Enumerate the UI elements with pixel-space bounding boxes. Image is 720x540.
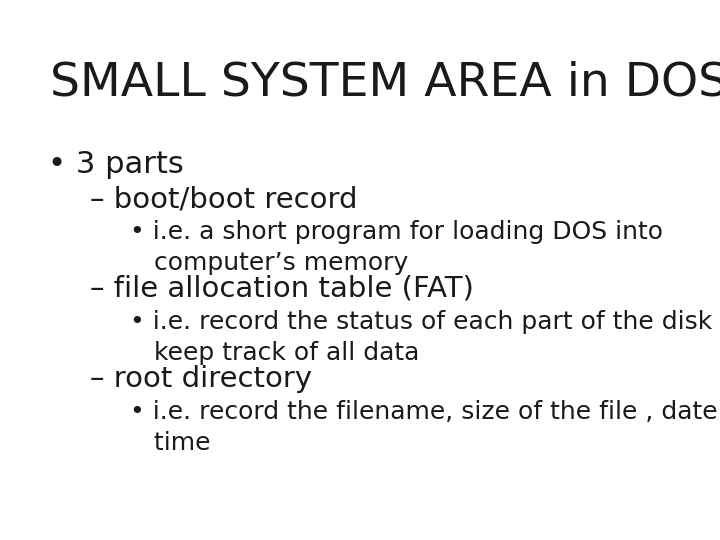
- Text: – boot/boot record: – boot/boot record: [90, 185, 358, 213]
- Text: – root directory: – root directory: [90, 365, 312, 393]
- Text: • i.e. record the status of each part of the disk and
   keep track of all data: • i.e. record the status of each part of…: [130, 310, 720, 364]
- Text: • 3 parts: • 3 parts: [48, 150, 184, 179]
- Text: • i.e. record the filename, size of the file , date and
   time: • i.e. record the filename, size of the …: [130, 400, 720, 455]
- Text: – file allocation table (FAT): – file allocation table (FAT): [90, 275, 474, 303]
- Text: SMALL SYSTEM AREA in DOS: SMALL SYSTEM AREA in DOS: [50, 60, 720, 105]
- Text: • i.e. a short program for loading DOS into
   computer’s memory: • i.e. a short program for loading DOS i…: [130, 220, 663, 275]
